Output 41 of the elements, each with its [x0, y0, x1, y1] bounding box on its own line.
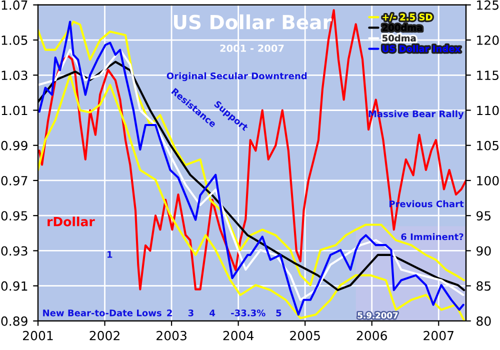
y2-tick-label: 90 [476, 246, 491, 256]
y-tick-label: 1.01 [2, 106, 28, 116]
y-tick-label: 0.95 [1, 211, 28, 221]
y-tick-label: 0.99 [1, 140, 28, 150]
y2-tick-label: 85 [476, 281, 491, 291]
x-tick-label: 2007 [424, 330, 454, 340]
y2-tick-label: 95 [476, 211, 491, 221]
legend-label: 200dma [382, 24, 422, 32]
y-tick-label: 1.07 [2, 0, 28, 10]
annotation: 1 [108, 251, 112, 258]
y2-tick-label: 80 [476, 316, 491, 326]
annotation: 3 [188, 310, 194, 316]
x-tick-label: 2006 [356, 330, 387, 340]
y-tick-label: 0.97 [1, 176, 28, 186]
annotation: New Bear-to-Date Lows [43, 310, 162, 316]
y-tick-label: 1.05 [2, 35, 28, 45]
x-tick-label: 2003 [156, 330, 186, 340]
legend-label: +/- 2.5 SD [382, 14, 432, 22]
y2-tick-label: 115 [477, 70, 498, 80]
annotation: 4 [210, 310, 216, 316]
annotation: Original Secular Downtrend [166, 72, 307, 82]
y-tick-label: 0.89 [1, 316, 28, 326]
annotation: 5 [276, 310, 282, 316]
y2-tick-label: 125 [477, 0, 498, 10]
y2-tick-label: 120 [477, 35, 499, 45]
x-tick-label: 2001 [23, 330, 53, 340]
annotation: 2 [167, 310, 172, 316]
y-tick-label: 0.91 [1, 281, 28, 291]
x-tick-label: 2005 [290, 330, 320, 340]
x-tick-label: 2002 [90, 330, 120, 340]
x-tick-label: 2004 [223, 330, 254, 340]
legend-label: US Dollar Index [382, 45, 460, 52]
annotation: 6 Imminent? [401, 233, 464, 240]
y-tick-label: 1.03 [2, 70, 28, 80]
text: rDollar [48, 216, 95, 226]
y-tick-label: 0.93 [1, 246, 28, 256]
y2-tick-label: 100 [477, 176, 499, 186]
y2-tick-label: 105 [477, 140, 498, 150]
legend-label: 50dma [382, 34, 416, 42]
annotation: -33.3% [231, 310, 266, 316]
y2-tick-label: 110 [477, 106, 499, 116]
